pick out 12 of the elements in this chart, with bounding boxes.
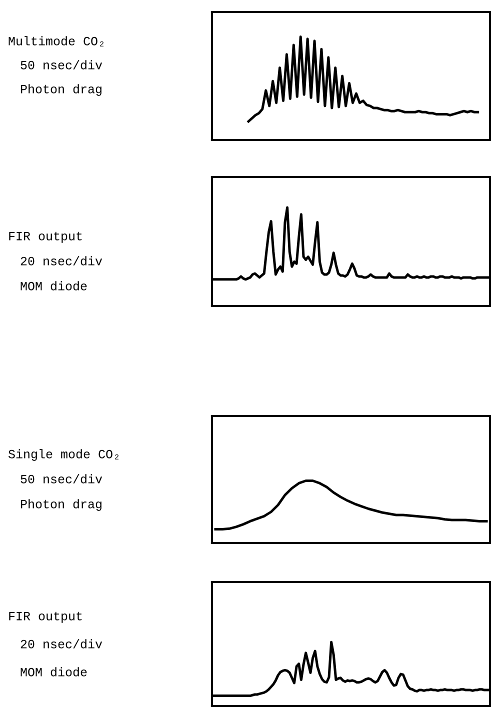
text: 20 nsec/div: [20, 639, 102, 648]
text: Photon drag: [20, 84, 102, 96]
text: 50 nsec/div: [20, 60, 102, 70]
text: Multimode CO₂: [8, 36, 104, 46]
text: MOM diode: [20, 667, 87, 676]
text: Single mode CO₂: [8, 449, 118, 461]
text: FIR output: [9, 232, 82, 243]
text: Photon drag: [20, 499, 102, 511]
text: 50 nsec/div: [20, 474, 102, 484]
text: MOM diode: [20, 281, 87, 290]
text: FIR output: [9, 612, 82, 623]
text: 20 nsec/div: [20, 256, 102, 266]
